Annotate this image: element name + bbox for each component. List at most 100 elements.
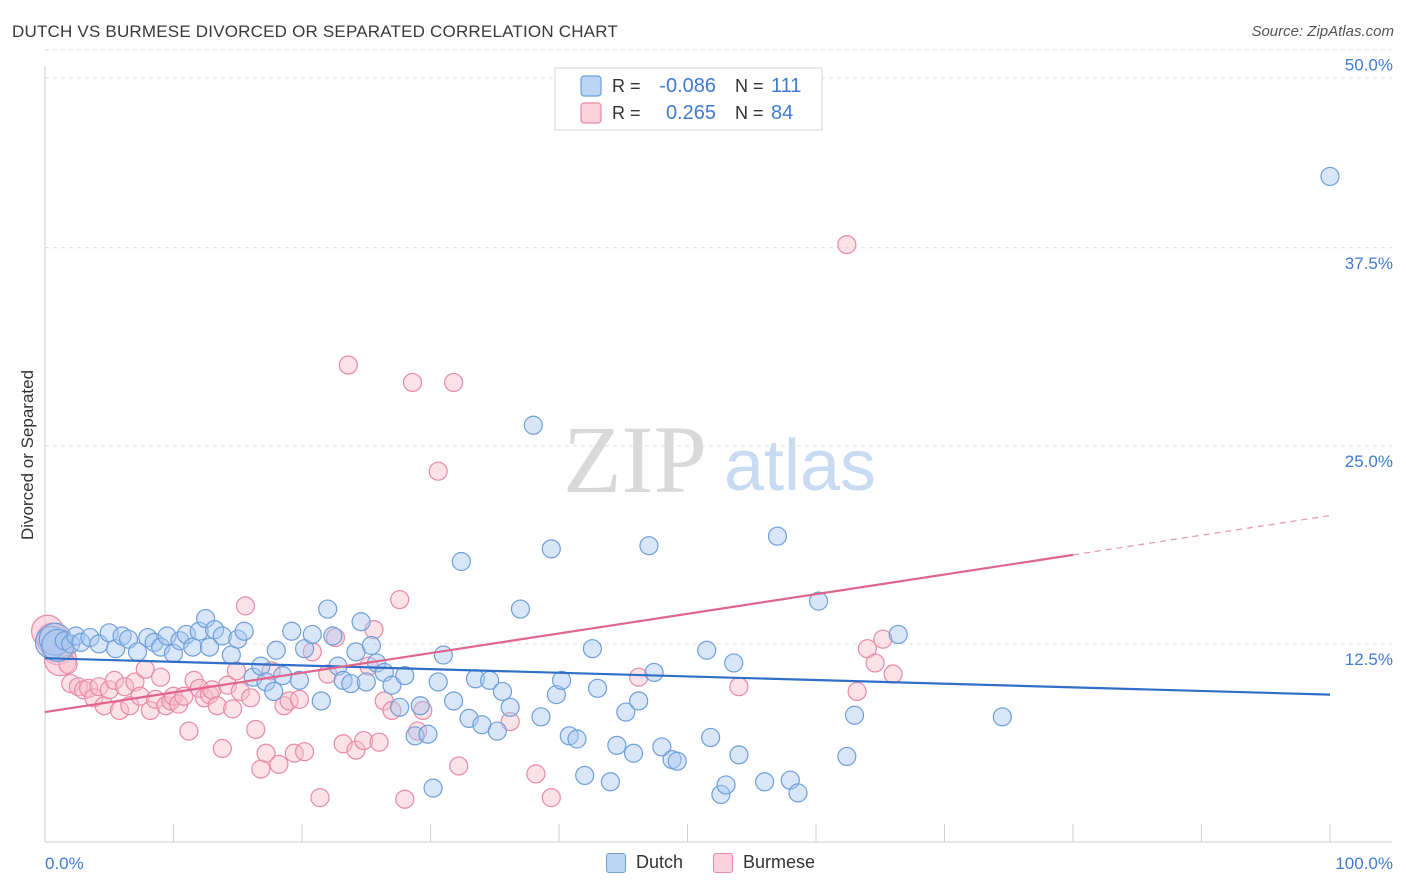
dutch-point-76: [559, 726, 579, 746]
dutch-point-79: [582, 639, 603, 659]
dutch-point-40: [311, 691, 331, 711]
y-tick-label-2: 37.5%: [1345, 254, 1393, 273]
dutch-point-93: [711, 784, 731, 805]
legend-r-value-1: 0.265: [666, 102, 716, 124]
dutch-point-56: [410, 696, 430, 716]
dutch-point-62: [451, 551, 471, 572]
legend-box: R = -0.086 N = 111 R = 0.265 N = 84: [554, 67, 823, 131]
dutch-points: [34, 166, 1340, 805]
dutch-point-59: [428, 672, 448, 692]
burmese-point-78: [837, 235, 857, 255]
dutch-point-74: [546, 685, 567, 705]
axes: [44, 66, 1392, 843]
dutch-point-102: [837, 746, 857, 767]
watermark-atlas: atlas: [724, 426, 876, 506]
watermark-zip: ZIP: [563, 406, 707, 513]
dutch-point-47: [351, 612, 371, 632]
burmese-point-17: [125, 672, 145, 692]
chart-title: DUTCH VS BURMESE DIVORCED OR SEPARATED C…: [12, 22, 618, 41]
x-tick-label-0: 0.0%: [45, 854, 84, 873]
burmese-point-43: [251, 759, 271, 779]
burmese-point-46: [269, 754, 289, 774]
dutch-point-97: [754, 772, 775, 792]
dutch-point-58: [423, 778, 443, 798]
burmese-point-75: [541, 788, 561, 808]
burmese-point-70: [428, 461, 448, 481]
burmese-point-67: [402, 372, 423, 393]
burmese-trend-line-extension: [1072, 514, 1331, 556]
legend-n-label-1: N =: [735, 103, 764, 123]
legend-swatch-0: [580, 75, 602, 97]
y-tick-label-0: 12.5%: [1345, 650, 1393, 669]
burmese-point-48: [279, 691, 299, 711]
dutch-point-41: [318, 599, 338, 619]
dutch-point-104: [888, 624, 908, 645]
burmese-point-22: [151, 667, 171, 687]
dutch-point-83: [616, 702, 636, 722]
burmese-point-74: [526, 764, 546, 784]
burmese-point-66: [395, 789, 415, 809]
dutch-point-91: [697, 640, 717, 660]
burmese-point-45: [261, 661, 281, 681]
dutch-point-22: [189, 621, 209, 641]
x-tick-label-1: 100.0%: [1335, 854, 1393, 873]
dutch-point-26: [212, 626, 232, 646]
dutch-point-2: [41, 628, 75, 663]
burmese-point-65: [390, 589, 410, 610]
legend-item-burmese: Burmese: [713, 852, 815, 873]
x-tick-labels: 0.0% 100.0%: [45, 854, 1393, 873]
dutch-point-70: [510, 599, 531, 619]
dutch-point-84: [623, 743, 644, 763]
burmese-point-6: [68, 677, 89, 697]
legend-label-dutch: Dutch: [636, 852, 684, 872]
burmese-point-12: [99, 680, 119, 700]
legend-r-label-0: R =: [612, 76, 641, 96]
dutch-point-86: [639, 536, 659, 556]
dutch-point-88: [652, 737, 672, 757]
burmese-point-64: [382, 700, 402, 721]
dutch-point-106: [1320, 166, 1340, 187]
burmese-point-77: [729, 677, 749, 697]
dutch-point-96: [729, 745, 749, 765]
gridlines: [45, 49, 1392, 645]
legend-n-value-1: 84: [771, 102, 793, 124]
dutch-point-42: [323, 626, 343, 646]
dutch-point-57: [418, 724, 438, 744]
dutch-point-53: [390, 697, 410, 717]
burmese-point-62: [369, 732, 389, 752]
burmese-point-71: [444, 372, 464, 393]
dutch-point-103: [844, 705, 865, 725]
burmese-point-73: [500, 711, 520, 732]
burmese-point-41: [241, 688, 261, 708]
legend-r-value-0: -0.086: [659, 75, 716, 97]
dutch-point-68: [492, 681, 513, 702]
dutch-point-100: [788, 783, 808, 803]
burmese-point-28: [179, 721, 199, 741]
burmese-trend-line: [44, 553, 1074, 714]
dutch-point-98: [767, 526, 788, 546]
dutch-point-34: [266, 640, 286, 660]
dutch-point-61: [444, 691, 464, 711]
burmese-point-53: [310, 788, 330, 808]
legend-r-label-1: R =: [612, 103, 641, 123]
dutch-point-71: [523, 415, 543, 435]
dutch-point-54: [395, 666, 415, 686]
chart-source: Source: ZipAtlas.com: [1251, 23, 1394, 40]
burmese-point-9: [84, 688, 104, 708]
dutch-point-95: [724, 653, 744, 673]
dutch-point-31: [251, 656, 271, 676]
dutch-point-29: [234, 621, 254, 641]
dutch-point-10: [106, 639, 126, 659]
dutch-point-75: [551, 670, 572, 690]
burmese-point-49: [284, 743, 304, 763]
legend-item-dutch: Dutch: [606, 852, 683, 873]
burmese-point-35: [212, 738, 232, 759]
dutch-point-92: [701, 727, 721, 748]
dutch-point-73: [541, 539, 561, 559]
burmese-point-57: [338, 355, 358, 375]
burmese-point-40: [235, 596, 256, 616]
burmese-point-51: [294, 742, 315, 762]
dutch-trend-line: [44, 657, 1331, 696]
dutch-point-90: [667, 751, 687, 771]
